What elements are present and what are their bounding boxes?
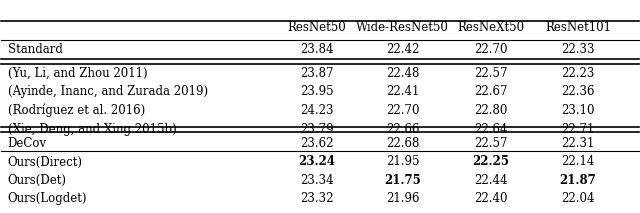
Text: 23.79: 23.79 (300, 123, 333, 136)
Text: Ours(Direct): Ours(Direct) (8, 155, 83, 168)
Text: Standard: Standard (8, 43, 63, 56)
Text: 22.70: 22.70 (474, 43, 508, 56)
Text: 23.10: 23.10 (561, 104, 595, 117)
Text: 21.95: 21.95 (386, 155, 420, 168)
Text: 23.62: 23.62 (300, 137, 333, 150)
Text: 22.23: 22.23 (561, 66, 595, 79)
Text: 22.33: 22.33 (561, 43, 595, 56)
Text: 21.75: 21.75 (385, 174, 421, 187)
Text: 23.87: 23.87 (300, 66, 333, 79)
Text: 23.34: 23.34 (300, 174, 333, 187)
Text: 22.80: 22.80 (474, 104, 508, 117)
Text: 22.44: 22.44 (474, 174, 508, 187)
Text: Ours(Logdet): Ours(Logdet) (8, 192, 87, 205)
Text: 22.14: 22.14 (561, 155, 595, 168)
Text: Ours(Det): Ours(Det) (8, 174, 67, 187)
Text: 22.40: 22.40 (474, 192, 508, 205)
Text: ResNet101: ResNet101 (545, 21, 611, 34)
Text: (Yu, Li, and Zhou 2011): (Yu, Li, and Zhou 2011) (8, 66, 147, 79)
Text: DeCov: DeCov (8, 137, 47, 150)
Text: 24.23: 24.23 (300, 104, 333, 117)
Text: 22.68: 22.68 (386, 137, 420, 150)
Text: Wide-ResNet50: Wide-ResNet50 (356, 21, 449, 34)
Text: 22.70: 22.70 (386, 104, 420, 117)
Text: 22.67: 22.67 (474, 85, 508, 98)
Text: 22.25: 22.25 (472, 155, 509, 168)
Text: (Xie, Deng, and Xing 2015b): (Xie, Deng, and Xing 2015b) (8, 123, 177, 136)
Text: 22.42: 22.42 (386, 43, 420, 56)
Text: 23.32: 23.32 (300, 192, 333, 205)
Text: ResNeXt50: ResNeXt50 (457, 21, 524, 34)
Text: 22.36: 22.36 (561, 85, 595, 98)
Text: 21.96: 21.96 (386, 192, 420, 205)
Text: 22.66: 22.66 (386, 123, 420, 136)
Text: 22.64: 22.64 (474, 123, 508, 136)
Text: 22.57: 22.57 (474, 66, 508, 79)
Text: (Rodríguez et al. 2016): (Rodríguez et al. 2016) (8, 104, 145, 117)
Text: 23.24: 23.24 (298, 155, 335, 168)
Text: 22.31: 22.31 (561, 137, 595, 150)
Text: 22.57: 22.57 (474, 137, 508, 150)
Text: 22.71: 22.71 (561, 123, 595, 136)
Text: 23.84: 23.84 (300, 43, 333, 56)
Text: 22.04: 22.04 (561, 192, 595, 205)
Text: 22.41: 22.41 (386, 85, 420, 98)
Text: 21.87: 21.87 (560, 174, 596, 187)
Text: 22.48: 22.48 (386, 66, 420, 79)
Text: 23.95: 23.95 (300, 85, 333, 98)
Text: (Ayinde, Inanc, and Zurada 2019): (Ayinde, Inanc, and Zurada 2019) (8, 85, 208, 98)
Text: ResNet50: ResNet50 (287, 21, 346, 34)
